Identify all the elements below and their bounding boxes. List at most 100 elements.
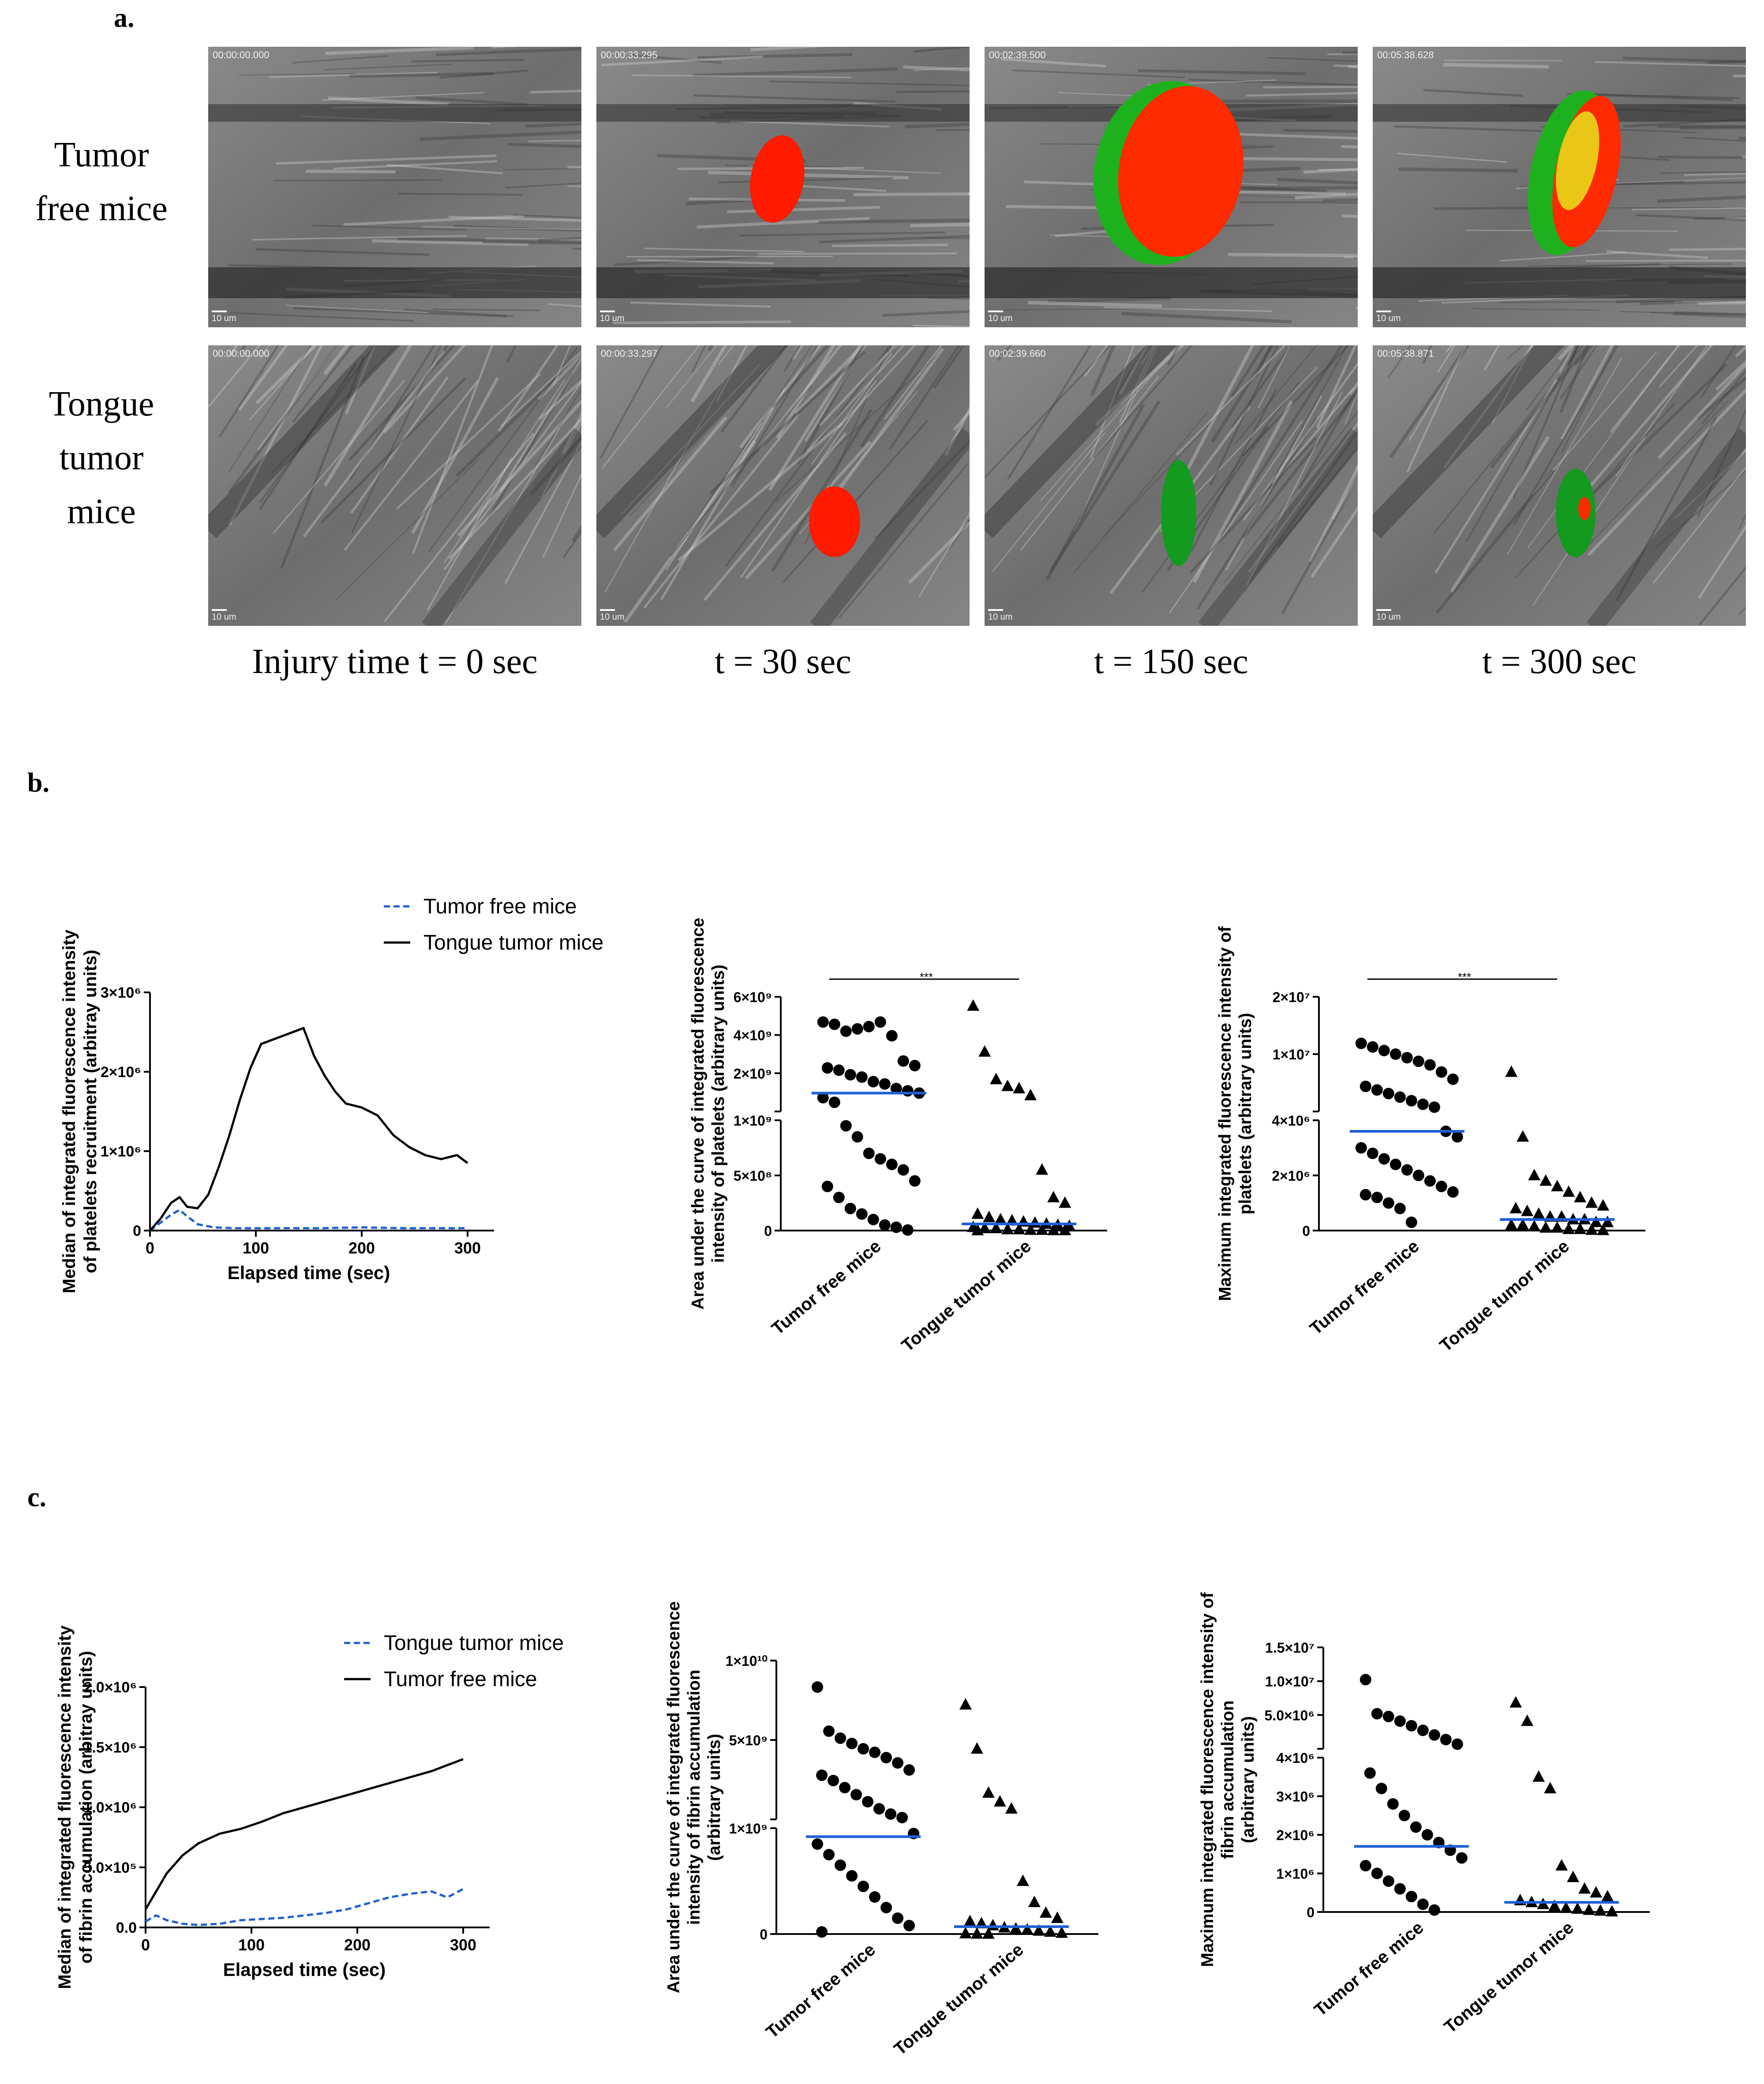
scale-bar-label: 10 um <box>1376 612 1401 622</box>
texture-streak <box>505 182 581 189</box>
micrograph-background <box>1373 345 1746 626</box>
texture-streak <box>1466 345 1580 542</box>
data-point-tumor-free <box>1387 1798 1399 1810</box>
texture-streak <box>412 345 494 554</box>
texture-streak <box>1513 345 1619 525</box>
data-point-tongue-tumor <box>1528 1169 1541 1180</box>
data-point-tumor-free <box>1360 1860 1371 1871</box>
texture-streak <box>252 235 468 241</box>
y-axis-label-line: fibrin accumulation <box>1218 1700 1237 1859</box>
data-point-tumor-free <box>1421 1829 1433 1841</box>
y-axis-label-line: Maximum integrated fluorescence intensit… <box>1216 926 1235 1301</box>
texture-streak <box>396 373 541 510</box>
y-tick-label: 2×10⁶ <box>1276 1827 1315 1843</box>
data-point-tumor-free <box>1394 1091 1406 1103</box>
scale-bar <box>1376 311 1391 312</box>
texture-streak <box>1001 308 1174 311</box>
texture-streak <box>768 345 862 491</box>
texture-streak <box>333 160 497 170</box>
texture-streak <box>1680 126 1746 130</box>
category-label-group: Tongue tumor mice <box>1441 1918 1577 2037</box>
data-point-tumor-free <box>1417 1898 1429 1910</box>
platelet-region <box>1578 497 1591 520</box>
time-label-300: t = 300 sec <box>1482 642 1637 681</box>
texture-streak <box>1655 470 1746 549</box>
data-point-tongue-tumor <box>990 1222 1003 1233</box>
texture-streak <box>1210 186 1358 191</box>
texture-streak <box>1209 345 1279 486</box>
texture-streak <box>1472 308 1599 311</box>
texture-streak <box>1560 345 1614 440</box>
texture-streak <box>1697 524 1746 599</box>
texture-streak <box>435 47 581 56</box>
texture-streak <box>775 345 836 439</box>
data-point-tongue-tumor <box>1585 1196 1598 1208</box>
data-point-tumor-free <box>1360 1674 1371 1686</box>
data-point-tumor-free <box>1389 1048 1401 1060</box>
x-axis-label: Elapsed time (sec) <box>228 1262 390 1283</box>
data-point-tongue-tumor <box>963 1915 976 1927</box>
texture-streak <box>1242 362 1358 521</box>
data-point-tongue-tumor <box>959 1927 972 1938</box>
texture-streak <box>238 345 288 411</box>
texture-streak <box>740 380 877 578</box>
texture-streak <box>720 345 789 433</box>
data-point-tongue-tumor <box>1036 1223 1049 1235</box>
vessel-band <box>1198 428 1358 626</box>
data-point-tumor-free <box>1410 1821 1422 1833</box>
texture-streak <box>1450 436 1550 593</box>
data-point-tongue-tumor <box>1532 1207 1545 1219</box>
data-point-tumor-free <box>1424 1175 1436 1187</box>
y-tick-label: 0 <box>1307 1904 1315 1920</box>
y-axis-label: Area under the curve of integrated fluor… <box>664 1601 724 1994</box>
data-point-tumor-free <box>1405 1216 1417 1228</box>
data-point-tumor-free <box>867 1214 879 1225</box>
texture-streak <box>1277 446 1358 548</box>
data-point-tumor-free <box>1447 1073 1459 1085</box>
texture-streak <box>806 345 905 452</box>
texture-streak <box>1333 64 1358 68</box>
scale-bar <box>212 311 227 312</box>
texture-streak <box>1073 412 1208 574</box>
texture-streak <box>1389 345 1470 459</box>
texture-streak <box>884 345 943 419</box>
data-point-tongue-tumor <box>1606 1905 1618 1917</box>
data-point-tongue-tumor <box>1521 1205 1534 1216</box>
texture-streak <box>423 226 581 230</box>
scale-bar <box>1376 609 1391 611</box>
data-point-tumor-free <box>816 1770 828 1781</box>
texture-streak <box>838 345 916 428</box>
texture-streak <box>404 308 513 317</box>
scale-bar-label: 10 um <box>600 612 625 622</box>
data-point-tumor-free <box>1447 1186 1459 1198</box>
scale-bar <box>600 609 615 611</box>
data-point-tumor-free <box>897 1164 909 1176</box>
texture-streak <box>1248 421 1358 573</box>
thrombus <box>1161 460 1196 566</box>
y-tick-label: 2.0×10⁶ <box>83 1679 137 1696</box>
fibrin-region <box>1161 460 1196 566</box>
y-tick-label: 1.0×10⁶ <box>83 1800 137 1816</box>
row-label-line: Tumor <box>54 135 149 174</box>
y-tick-label: 1×10¹⁰ <box>725 1653 768 1669</box>
texture-streak <box>1074 345 1158 532</box>
texture-streak <box>1674 311 1746 316</box>
data-point-tongue-tumor <box>1509 1696 1522 1708</box>
panel-letter-a: a. <box>114 3 135 33</box>
texture-streak <box>448 417 581 560</box>
data-point-tumor-free <box>844 1203 856 1214</box>
y-tick-label: 5×10⁸ <box>734 1168 772 1184</box>
data-point-tongue-tumor <box>1005 1802 1018 1814</box>
texture-streak <box>482 241 581 245</box>
data-point-tumor-free <box>897 1055 909 1067</box>
texture-streak <box>1423 89 1523 97</box>
texture-streak <box>630 359 774 516</box>
texture-streak <box>1242 389 1358 539</box>
panel-letter-c: c. <box>27 1482 47 1512</box>
texture-streak <box>292 55 388 64</box>
data-point-tumor-free <box>1382 1710 1394 1722</box>
texture-streak <box>769 80 970 86</box>
data-point-tongue-tumor <box>1578 1882 1591 1894</box>
texture-streak <box>1615 345 1708 477</box>
timestamp: 00:00:00.000 <box>213 49 270 60</box>
